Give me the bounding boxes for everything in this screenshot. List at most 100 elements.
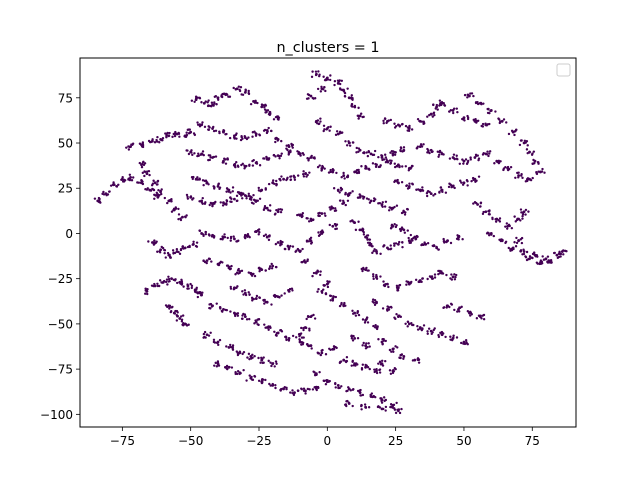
scatter-point bbox=[340, 79, 344, 83]
scatter-point bbox=[395, 204, 399, 207]
scatter-point bbox=[334, 386, 337, 389]
scatter-point bbox=[205, 261, 208, 265]
scatter-point bbox=[470, 179, 473, 183]
scatter-point bbox=[501, 238, 504, 242]
scatter-point bbox=[334, 207, 337, 210]
scatter-point bbox=[263, 207, 266, 210]
scatter-point bbox=[282, 177, 285, 181]
scatter-point bbox=[218, 338, 222, 342]
scatter-point bbox=[466, 117, 470, 121]
scatter-point bbox=[185, 135, 188, 138]
scatter-point bbox=[302, 336, 305, 339]
scatter-point bbox=[269, 209, 272, 212]
scatter-point bbox=[507, 246, 510, 250]
scatter-point bbox=[338, 199, 342, 202]
scatter-point bbox=[177, 213, 181, 216]
scatter-point bbox=[318, 370, 321, 374]
scatter-point bbox=[280, 152, 283, 155]
scatter-point bbox=[260, 381, 264, 385]
scatter-point bbox=[236, 285, 239, 288]
scatter-point bbox=[431, 115, 434, 118]
scatter-point bbox=[510, 247, 513, 251]
scatter-point bbox=[302, 389, 306, 393]
scatter-point bbox=[269, 384, 272, 387]
scatter-point bbox=[216, 185, 220, 188]
scatter-point bbox=[293, 391, 296, 395]
scatter-point bbox=[268, 267, 271, 271]
scatter-point bbox=[320, 351, 324, 355]
scatter-point bbox=[365, 266, 368, 270]
y-tick-label: 75 bbox=[58, 91, 73, 105]
scatter-point bbox=[276, 139, 279, 142]
scatter-point bbox=[270, 267, 274, 270]
scatter-point bbox=[395, 224, 398, 227]
scatter-point bbox=[362, 233, 366, 236]
scatter-point bbox=[197, 152, 200, 155]
scatter-point bbox=[176, 311, 179, 314]
scatter-point bbox=[165, 136, 168, 139]
scatter-point bbox=[302, 327, 305, 330]
scatter-point bbox=[329, 74, 332, 77]
scatter-point bbox=[328, 129, 331, 132]
scatter-point bbox=[317, 288, 320, 291]
scatter-point bbox=[209, 201, 213, 205]
scatter-point bbox=[186, 195, 189, 199]
scatter-point bbox=[270, 129, 273, 133]
scatter-point bbox=[426, 330, 429, 333]
scatter-point bbox=[263, 106, 266, 109]
scatter-point bbox=[196, 176, 199, 179]
scatter-point bbox=[458, 310, 461, 313]
scatter-point bbox=[405, 283, 408, 286]
scatter-point bbox=[357, 147, 361, 150]
scatter-point bbox=[310, 154, 313, 158]
scatter-point bbox=[367, 342, 370, 345]
scatter-point bbox=[382, 338, 385, 341]
scatter-point bbox=[313, 157, 316, 160]
scatter-point bbox=[400, 353, 403, 357]
scatter-point bbox=[517, 239, 520, 242]
scatter-point bbox=[333, 222, 337, 226]
scatter-point bbox=[428, 113, 431, 117]
scatter-point bbox=[240, 317, 244, 320]
scatter-point bbox=[112, 181, 115, 184]
scatter-point bbox=[102, 190, 105, 194]
scatter-point bbox=[394, 124, 398, 128]
scatter-point bbox=[329, 299, 332, 302]
scatter-point bbox=[398, 283, 402, 287]
scatter-point bbox=[99, 201, 102, 204]
scatter-point bbox=[233, 197, 236, 201]
scatter-point bbox=[350, 337, 354, 340]
scatter-point bbox=[449, 277, 452, 280]
scatter-point bbox=[273, 182, 276, 186]
scatter-point bbox=[251, 135, 254, 138]
scatter-point bbox=[312, 370, 315, 373]
scatter-point bbox=[274, 383, 277, 387]
scatter-point bbox=[496, 160, 499, 164]
scatter-point bbox=[283, 386, 286, 389]
scatter-point bbox=[280, 294, 283, 297]
scatter-point bbox=[301, 152, 305, 155]
scatter-point bbox=[525, 148, 529, 151]
scatter-point bbox=[222, 308, 225, 311]
scatter-point bbox=[384, 282, 387, 286]
scatter-point bbox=[167, 275, 170, 278]
scatter-point bbox=[212, 201, 215, 205]
scatter-point bbox=[340, 175, 343, 179]
scatter-point bbox=[514, 176, 517, 179]
scatter-point bbox=[519, 219, 522, 222]
scatter-point bbox=[543, 171, 546, 174]
scatter-point bbox=[406, 126, 410, 129]
scatter-point bbox=[177, 250, 180, 254]
scatter-point bbox=[522, 252, 526, 256]
scatter-point bbox=[191, 177, 194, 181]
scatter-point bbox=[352, 312, 355, 315]
scatter-point bbox=[312, 271, 316, 275]
scatter-point bbox=[204, 100, 207, 103]
scatter-point bbox=[152, 179, 155, 182]
scatter-point bbox=[394, 367, 397, 371]
scatter-point bbox=[130, 179, 134, 182]
scatter-point bbox=[193, 152, 196, 155]
scatter-point bbox=[392, 403, 396, 407]
scatter-point bbox=[524, 213, 527, 216]
scatter-point bbox=[396, 287, 399, 291]
